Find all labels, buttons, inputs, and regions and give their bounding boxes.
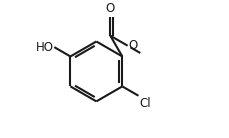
- Text: O: O: [128, 39, 137, 52]
- Text: O: O: [105, 2, 114, 15]
- Text: HO: HO: [35, 41, 53, 54]
- Text: Cl: Cl: [139, 97, 150, 110]
